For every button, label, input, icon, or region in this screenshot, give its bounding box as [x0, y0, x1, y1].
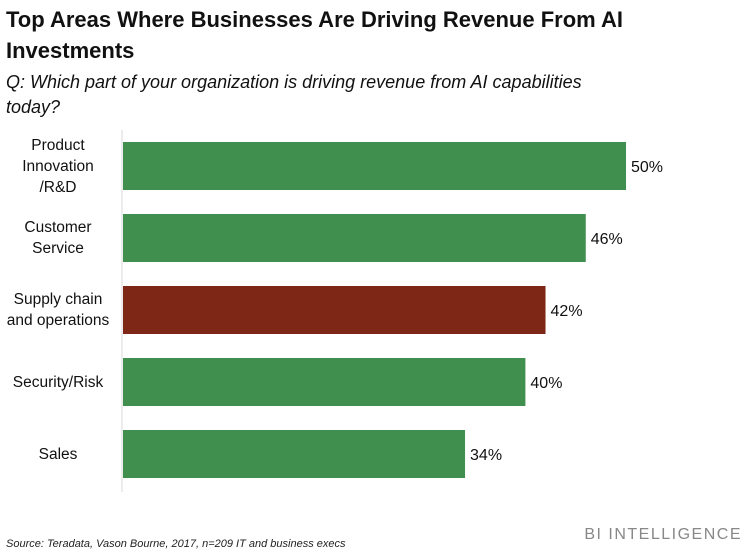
bar — [123, 142, 626, 190]
source-note: Source: Teradata, Vason Bourne, 2017, n=… — [6, 538, 346, 550]
bar — [123, 430, 466, 478]
data-label: 42% — [551, 303, 583, 320]
data-label: 50% — [631, 159, 663, 176]
brand-logo: BI INTELLIGENCE — [584, 526, 742, 543]
bar — [123, 358, 526, 406]
data-label: 46% — [591, 231, 623, 248]
category-label: Supply chain and operations — [6, 291, 110, 329]
bar — [123, 214, 586, 262]
bar — [123, 286, 546, 334]
chart-title: Top Areas Where Businesses Are Driving R… — [6, 7, 623, 63]
category-label: Sales — [38, 445, 78, 463]
category-label: Security/Risk — [12, 373, 104, 391]
chart-subtitle: Q: Which part of your organization is dr… — [6, 72, 582, 117]
data-label: 34% — [470, 447, 502, 464]
data-label: 40% — [530, 375, 562, 392]
category-label: Customer Service — [24, 219, 92, 257]
category-label: Product Innovation /R&D — [22, 136, 94, 196]
